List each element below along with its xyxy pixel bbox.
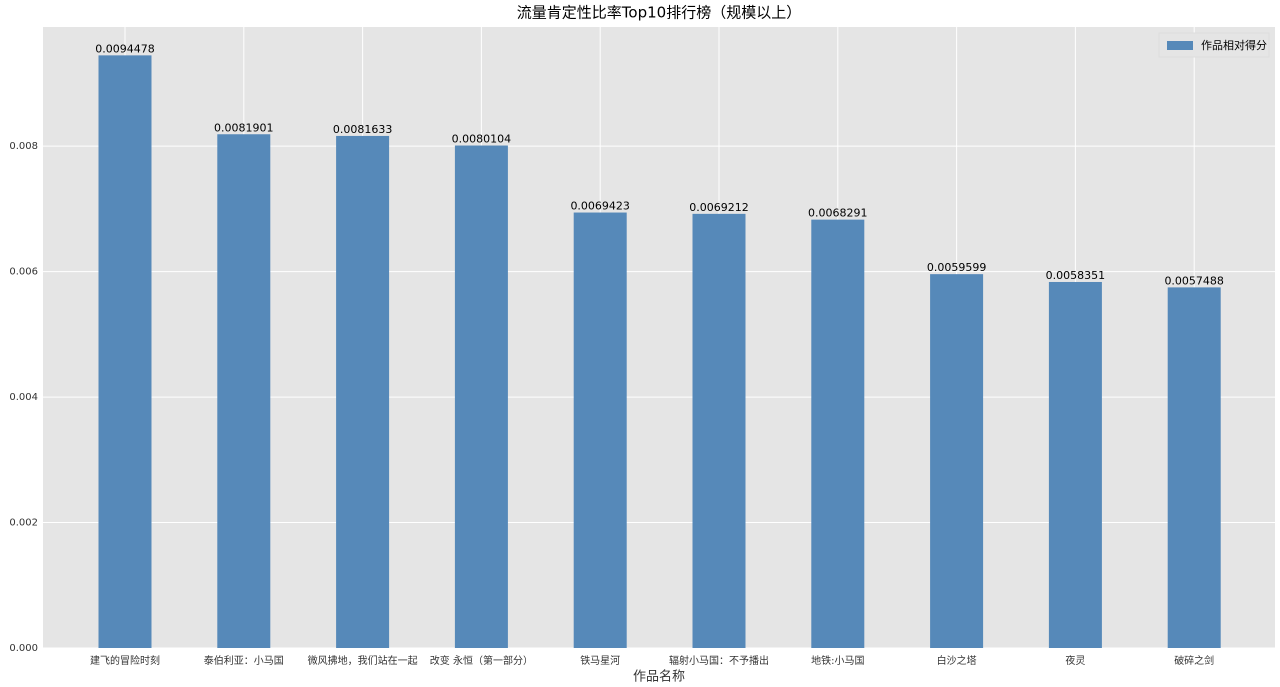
legend-box bbox=[1158, 32, 1270, 58]
bar bbox=[1167, 287, 1221, 648]
bar bbox=[336, 135, 390, 648]
bar bbox=[217, 134, 271, 648]
x-axis-label: 作品名称 bbox=[633, 669, 685, 685]
data-label: 0.0069423 bbox=[570, 200, 630, 213]
data-label: 0.0069212 bbox=[689, 201, 749, 214]
x-tick-label: 破碎之剑 bbox=[1174, 654, 1214, 667]
data-label: 0.0057488 bbox=[1164, 274, 1224, 287]
data-label: 0.0094478 bbox=[95, 42, 155, 55]
bar bbox=[811, 219, 865, 648]
x-tick-label: 改变 永恒（第一部分） bbox=[430, 654, 533, 667]
bar bbox=[454, 145, 508, 648]
x-tick-label: 铁马星河 bbox=[580, 654, 620, 667]
data-label: 0.0081633 bbox=[333, 123, 393, 136]
y-tick-label: 0.002 bbox=[9, 518, 38, 529]
y-tick-label: 0.000 bbox=[9, 643, 38, 654]
x-tick-label: 泰伯利亚：小马国 bbox=[204, 654, 284, 667]
x-tick-label: 白沙之塔 bbox=[937, 654, 977, 667]
y-tick-label: 0.006 bbox=[9, 267, 38, 278]
data-label: 0.0080104 bbox=[452, 133, 512, 146]
x-tick-label: 夜灵 bbox=[1065, 654, 1085, 667]
chart-title: 流量肯定性比率Top10排行榜（规模以上） bbox=[517, 4, 801, 22]
y-tick-label: 0.008 bbox=[9, 141, 38, 152]
x-tick-label: 建飞的冒险时刻 bbox=[90, 654, 160, 667]
x-tick-label: 辐射小马国：不予播出 bbox=[669, 654, 769, 667]
bar bbox=[98, 55, 152, 648]
bar bbox=[1048, 281, 1102, 648]
x-tick-label: 微风拂地，我们站在一起 bbox=[308, 654, 418, 667]
legend-swatch bbox=[1167, 41, 1193, 50]
bar bbox=[573, 212, 627, 649]
x-tick-label: 地铁:小马国 bbox=[811, 654, 864, 667]
data-label: 0.0081901 bbox=[214, 121, 274, 134]
data-label: 0.0059599 bbox=[927, 261, 987, 274]
data-label: 0.0068291 bbox=[808, 207, 868, 220]
bar bbox=[692, 213, 746, 649]
legend-label: 作品相对得分 bbox=[1201, 38, 1267, 52]
data-label: 0.0058351 bbox=[1046, 269, 1106, 282]
y-tick-label: 0.004 bbox=[9, 392, 38, 403]
bar bbox=[930, 274, 984, 648]
